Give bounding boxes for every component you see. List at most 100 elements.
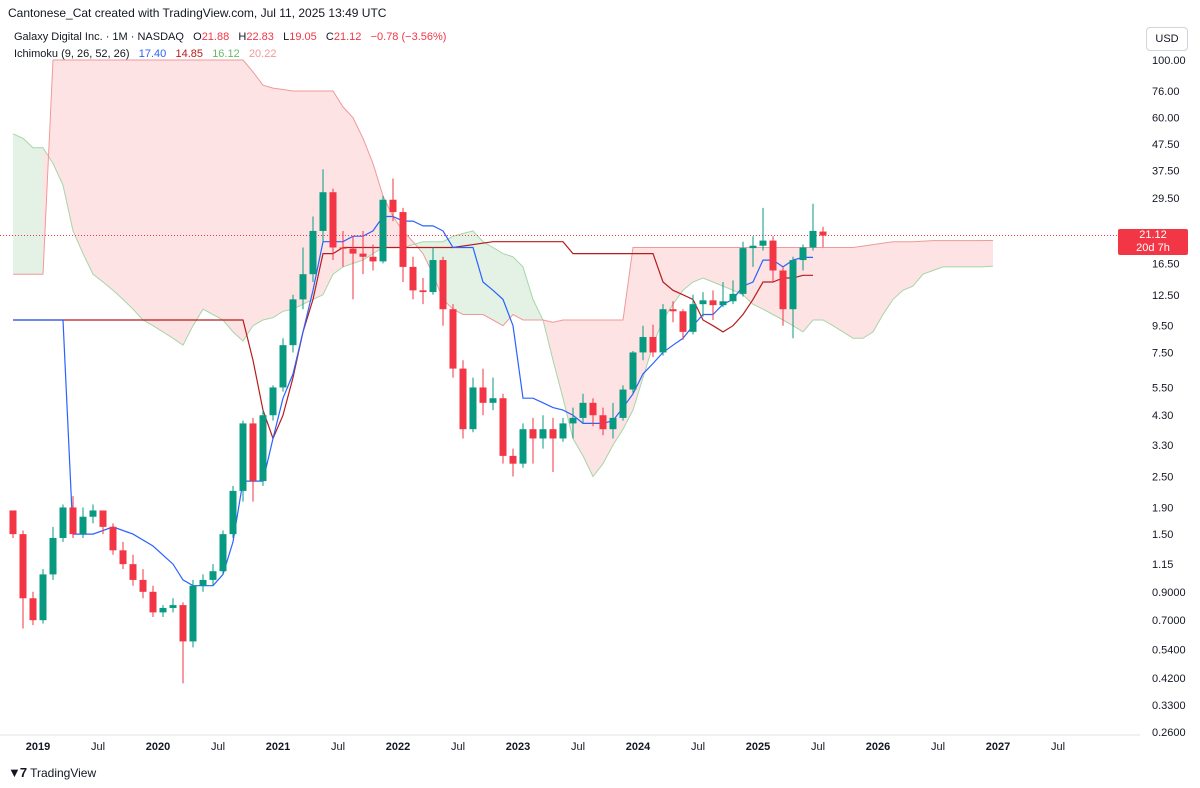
candle-body	[179, 605, 187, 642]
candle	[369, 244, 377, 271]
cloud-segment	[873, 243, 883, 332]
cloud-segment	[983, 240, 993, 267]
cloud-segment	[933, 240, 943, 271]
currency-button[interactable]: USD	[1146, 27, 1188, 51]
cloud-segment	[813, 247, 823, 320]
candle	[209, 564, 217, 586]
chart-legend: Galaxy Digital Inc. · 1M · NASDAQ O21.88…	[14, 29, 446, 63]
price-tick-label: 1.90	[1152, 502, 1173, 514]
candle	[359, 230, 367, 275]
cloud-segment	[133, 60, 143, 320]
cloud-segment	[293, 90, 303, 310]
cloud-segment	[123, 60, 133, 310]
cloud-segment	[353, 117, 363, 264]
candle	[29, 591, 37, 626]
candle	[519, 423, 527, 468]
cloud-segment	[673, 247, 683, 305]
price-tick-label: 76.00	[1152, 86, 1180, 98]
candle	[9, 510, 17, 538]
low-value: 19.05	[289, 31, 317, 43]
candle	[99, 510, 107, 535]
cloud-segment	[953, 240, 963, 267]
cloud-segment	[863, 244, 873, 339]
time-axis[interactable]: 2019 Jul 2020 Jul 2021 Jul 2022 Jul 2023 Jul 2024 J…	[0, 734, 1140, 753]
symbol-name[interactable]: Galaxy Digital Inc. · 1M · NASDAQ	[14, 31, 184, 43]
cloud-segment	[173, 60, 183, 346]
time-tick-label: Jul	[571, 741, 585, 753]
candle	[449, 304, 457, 378]
candle-body	[729, 293, 737, 302]
candle-body	[769, 240, 777, 271]
cloud-segment	[913, 241, 923, 287]
change-value: −0.78 (−3.56%)	[370, 31, 447, 43]
candle	[399, 207, 407, 282]
cloud-segment	[663, 247, 673, 320]
candle-body	[189, 585, 197, 642]
candle-body	[119, 550, 127, 565]
candle-body	[29, 598, 37, 621]
candle-body	[289, 299, 297, 346]
cloud-segment	[23, 138, 33, 275]
cloud-segment	[103, 60, 113, 291]
candle-body	[149, 591, 157, 613]
price-tick-label: 16.50	[1152, 258, 1180, 270]
price-tick-label: 1.15	[1152, 559, 1173, 571]
candle-body	[9, 510, 17, 535]
candle	[559, 417, 567, 442]
candle-body	[49, 537, 57, 575]
candle	[149, 585, 157, 618]
price-tick-label: 0.5400	[1152, 644, 1186, 656]
candle	[459, 360, 467, 439]
cloud-segment	[503, 253, 513, 326]
price-tick-label: 0.7000	[1152, 615, 1186, 627]
cloud-segment	[583, 319, 593, 477]
time-tick-label: 2019	[26, 741, 50, 753]
cloud-segment	[753, 247, 763, 310]
candle-body	[519, 429, 527, 464]
candle-body	[379, 199, 387, 262]
candle-body	[109, 526, 117, 551]
candle-body	[469, 387, 477, 430]
cloud-segment	[553, 319, 563, 399]
candle	[529, 417, 537, 464]
candle	[729, 280, 737, 305]
cloud-segment	[903, 241, 913, 291]
last-price-value: 21.12	[1139, 228, 1167, 241]
cloud-segment	[163, 60, 173, 339]
price-tick-label: 4.30	[1152, 410, 1173, 422]
candle	[169, 598, 177, 613]
candle-body	[329, 192, 337, 248]
candle-body	[89, 510, 97, 517]
candle	[489, 377, 497, 411]
candle-body	[649, 336, 657, 353]
candle-body	[659, 309, 667, 353]
candle-body	[689, 304, 697, 332]
cloud-segment	[943, 240, 953, 267]
tradingview-brand[interactable]: ▼7 TradingView	[8, 765, 96, 780]
cloud-segment	[473, 230, 483, 315]
candle	[319, 169, 327, 242]
price-tick-label: 0.9000	[1152, 587, 1186, 599]
candle	[39, 569, 47, 624]
cloud-segment	[823, 247, 833, 326]
high-label: H	[238, 31, 247, 43]
candle	[279, 338, 287, 392]
candle-body	[499, 398, 507, 456]
credit-text: Cantonese_Cat created with TradingView.c…	[8, 6, 387, 20]
candle-body	[759, 240, 767, 246]
time-tick-label: Jul	[811, 741, 825, 753]
indicator-name[interactable]: Ichimoku (9, 26, 52, 26)	[14, 48, 130, 60]
candle-body	[529, 429, 537, 439]
candle-body	[389, 199, 397, 213]
candle-body	[749, 245, 757, 249]
price-tick-label: 29.50	[1152, 193, 1180, 205]
price-axis[interactable]: 100.00 76.00 60.00 47.50 37.50 29.50 16.50 12.5…	[1152, 55, 1186, 739]
cloud-segment	[513, 256, 523, 320]
time-tick-label: 2027	[986, 741, 1010, 753]
time-tick-label: 2021	[266, 741, 290, 753]
time-tick-label: Jul	[211, 741, 225, 753]
cloud-segment	[693, 247, 703, 282]
candle	[789, 256, 797, 339]
candle	[429, 247, 437, 295]
